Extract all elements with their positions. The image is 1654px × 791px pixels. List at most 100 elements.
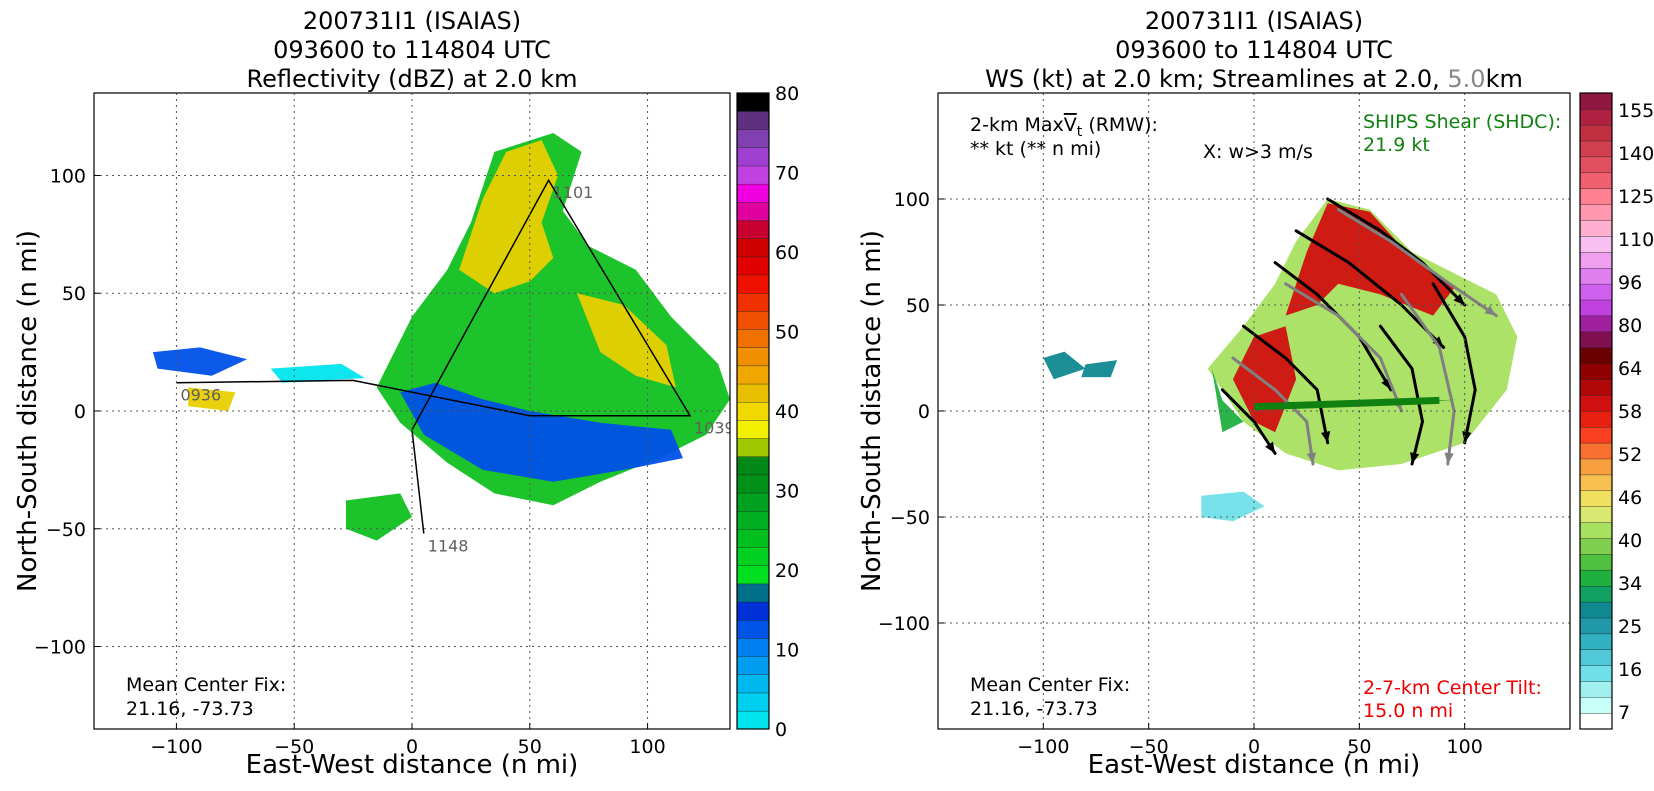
data-region [1081,360,1118,378]
colorbar-bin [736,256,770,276]
shear-vector-arrowhead [1437,399,1458,401]
w-note: X: w>3 m/s [1203,141,1313,163]
colorbar-bin [1579,347,1613,364]
streamline-arrowhead [1306,452,1316,464]
colorbar-bin [1579,697,1613,714]
colorbar-bin [736,601,770,621]
colorbar-bin [736,656,770,675]
mean-center-value: 21.16, -73.73 [126,698,254,720]
chart-title-line-1: 200731I1 (ISAIAS) [1145,7,1363,35]
streamline-arrowhead [1453,293,1465,305]
colorbar-bin [736,583,770,603]
streamline-arrowhead [1432,336,1444,348]
colorbar-bin [736,201,770,221]
colorbar-bin [736,92,770,112]
y-tick-label: −50 [890,507,930,529]
colorbar-bin [736,310,770,330]
colorbar-tick-label: 10 [775,640,799,662]
colorbar-bin [1579,92,1613,110]
colorbar-tick-label: 46 [1618,487,1642,509]
colorbar-bin [1579,188,1613,205]
colorbar-bin [1579,124,1613,142]
streamline-arrowhead [1410,452,1420,464]
x-axis-label: East-West distance (n mi) [246,750,579,780]
colorbar-bin [736,419,770,439]
x-tick-label: 100 [629,736,665,758]
mean-center-label: Mean Center Fix: [970,674,1130,696]
data-region [1043,351,1086,380]
colorbar-bin [1579,538,1613,555]
colorbar-tick-label: 80 [1618,315,1642,337]
colorbar-bin [736,274,770,294]
x-tick-label: 0 [1248,736,1260,758]
streamline-arrowhead [1444,452,1454,464]
x-tick-label: 0 [406,736,418,758]
data-region [270,363,365,383]
x-tick-label: −50 [274,736,314,758]
colorbar-bin [1579,331,1613,348]
data-layer [1043,197,1518,522]
flight-track-time-label: 1148 [428,536,469,555]
colorbar-bin [736,474,770,494]
data-region [459,140,558,294]
colorbar-bin [1579,283,1613,301]
colorbar-frame [1579,92,1613,730]
streamline [1336,208,1498,318]
colorbar-tick-label: 30 [775,481,799,503]
streamline [1378,324,1425,466]
colorbar-bin [1579,490,1613,507]
colorbar-bin [1579,585,1613,603]
colorbar-bin [736,383,770,403]
colorbar-tick-label: 0 [775,719,787,741]
x-tick-label: 50 [1347,736,1371,758]
flight-track-time-label: 0936 [180,386,221,405]
chart-title-line-2: 093600 to 114804 UTC [1115,36,1393,64]
colorbar-bin [1579,379,1613,396]
colorbar-bin [736,637,770,657]
colorbar-bin [736,365,770,385]
tilt-value: 15.0 n mi [1363,700,1453,722]
colorbar-bin [736,565,770,585]
data-region [576,293,676,388]
colorbar-bin [1579,617,1613,635]
streamline [1220,388,1277,455]
colorbar-tick-label: 52 [1618,444,1642,466]
streamline-arrowhead [1265,441,1276,454]
max-vt-value: ** kt (** n mi) [970,138,1101,160]
data-region [188,387,236,411]
colorbar-bin [1579,172,1613,189]
chart-title-line-3: Reflectivity (dBZ) at 2.0 km [247,65,578,93]
colorbar-tick-label: 50 [775,322,799,344]
flight-track-time-label: 1039 [694,419,735,438]
colorbar-bin [1579,665,1613,682]
y-tick-label: 50 [906,295,930,317]
x-tick-label: −50 [1129,736,1169,758]
colorbar-bin [736,710,770,730]
chart-title-line-3: WS (kt) at 2.0 km; Streamlines at 2.0, 5… [985,65,1523,93]
colorbar-bin [736,674,770,694]
colorbar-bin [1579,712,1613,730]
y-tick-label: 0 [74,401,86,423]
colorbar-bin [736,329,770,348]
tilt-label: 2-7-km Center Tilt: [1363,677,1542,699]
colorbar-bin [736,238,770,258]
flight-track-time-label: 1101 [553,183,594,202]
title-part: WS (kt) at 2.0 km; Streamlines at 2.0, [985,65,1447,93]
colorbar-tick-label: 20 [775,560,799,582]
x-tick-label: −100 [150,736,202,758]
colorbar-bin [736,292,770,312]
colorbar-bin [1579,235,1613,253]
colorbar-tick-label: 70 [775,163,799,185]
colorbar-tick-label: 40 [1618,530,1642,552]
colorbar-bin [736,492,770,512]
colorbar-bin [1579,649,1613,666]
colorbar-bin [1579,219,1613,237]
streamline-arrowhead [1484,305,1497,316]
streamline [1326,197,1467,307]
y-tick-label: 0 [918,401,930,423]
colorbar-bin [1579,681,1613,698]
title-part: 5.0 [1447,65,1485,93]
streamline-arrowhead [1462,431,1472,443]
colorbar-bin [1579,442,1613,460]
